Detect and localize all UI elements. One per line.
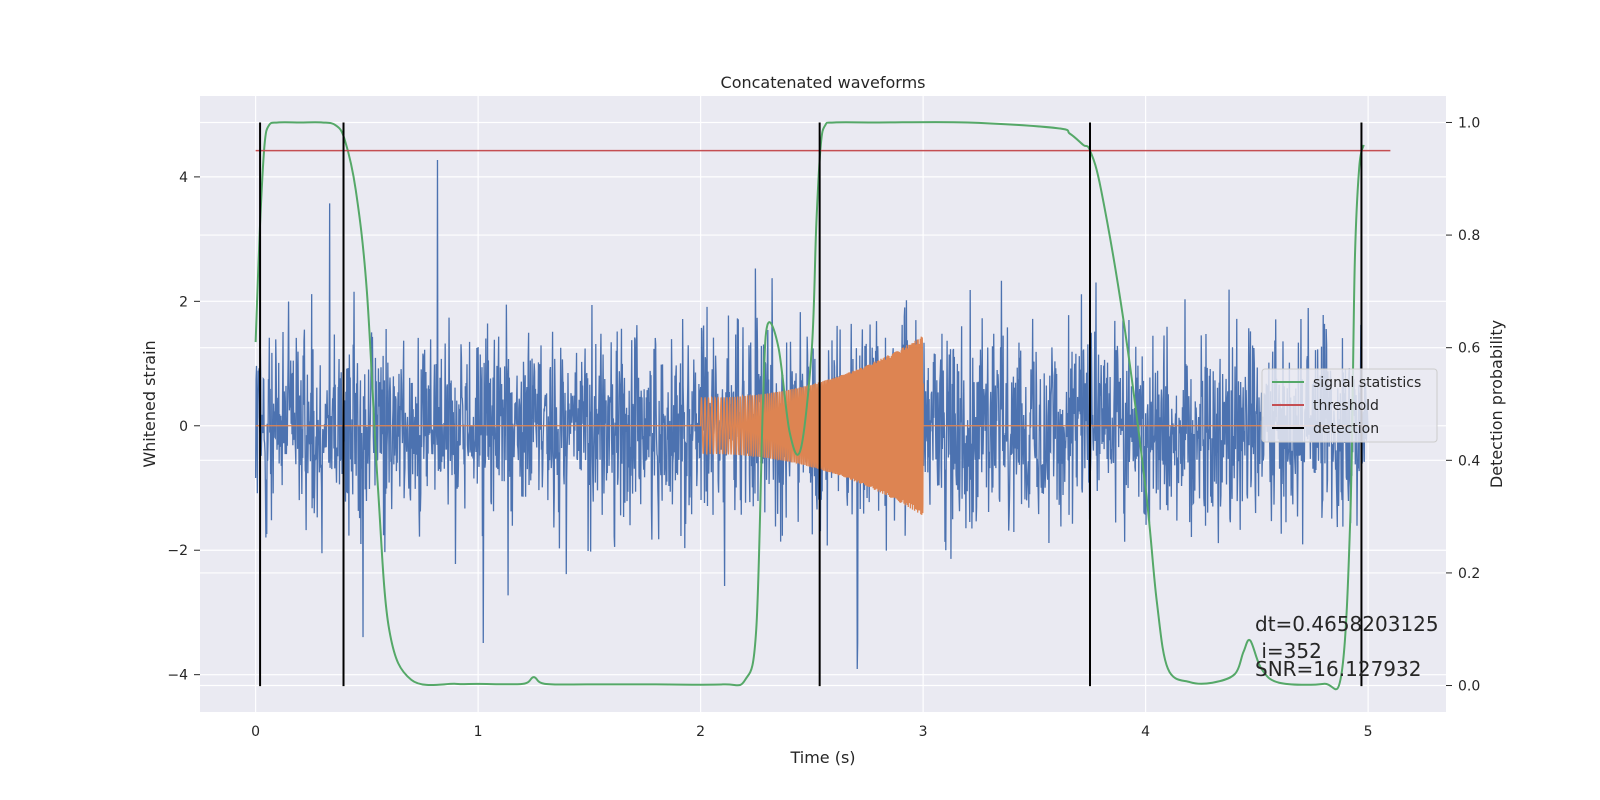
annotation-snr: SNR=16.127932 (1255, 657, 1421, 681)
y-tick-label-0: −4 (167, 668, 188, 684)
y-tick-label-4: 4 (179, 170, 188, 186)
annotation-dt: dt=0.4658203125 (1255, 612, 1439, 636)
y2-tick-label-0: 0.0 (1458, 679, 1480, 695)
signal-statistics-line (254, 121, 1365, 691)
y2-tick-label-5: 1.0 (1458, 115, 1480, 131)
y-tick-label-3: 2 (179, 294, 188, 310)
signal-statistics-series (254, 121, 1365, 691)
legend-label-threshold: threshold (1313, 398, 1379, 414)
y2-tick-label-2: 0.4 (1458, 453, 1480, 469)
chart-title: Concatenated waveforms (721, 73, 926, 92)
y2-axis-ticks: 0.0 0.2 0.4 0.6 0.8 1.0 (1446, 115, 1480, 695)
y-axis-label: Whitened strain (140, 340, 159, 467)
y2-tick-label-3: 0.6 (1458, 341, 1480, 357)
y2-axis-label: Detection probability (1487, 320, 1506, 488)
x-tick-label-1: 1 (474, 724, 483, 740)
x-tick-label-3: 3 (919, 724, 928, 740)
legend-box (1261, 368, 1438, 443)
legend-label-signal-statistics: signal statistics (1313, 375, 1421, 391)
legend: signal statistics threshold detection (1261, 368, 1438, 443)
y2-tick-label-4: 0.8 (1458, 228, 1480, 244)
x-axis-ticks: 0 1 2 3 4 5 (251, 724, 1372, 740)
y-axis-ticks: −4 −2 0 2 4 (167, 170, 200, 684)
x-tick-label-5: 5 (1364, 724, 1373, 740)
chirp-series (255, 336, 1369, 515)
x-tick-label-2: 2 (696, 724, 705, 740)
x-tick-label-0: 0 (251, 724, 260, 740)
y-tick-label-1: −2 (167, 543, 188, 559)
x-tick-label-4: 4 (1141, 724, 1150, 740)
legend-label-detection: detection (1313, 421, 1379, 437)
x-axis-label: Time (s) (789, 748, 855, 767)
chirp-line (255, 336, 1369, 515)
y2-tick-label-1: 0.2 (1458, 566, 1480, 582)
y-tick-label-2: 0 (179, 419, 188, 435)
annotation-index: i=352 (1255, 639, 1322, 663)
